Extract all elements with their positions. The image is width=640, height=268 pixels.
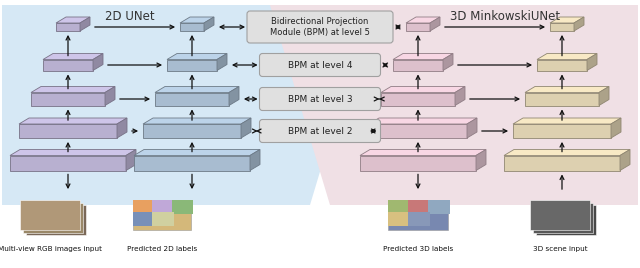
Polygon shape [229,87,239,106]
Text: Predicted 2D labels: Predicted 2D labels [127,246,197,252]
Polygon shape [513,118,621,124]
Polygon shape [56,23,80,31]
Polygon shape [10,155,126,170]
Polygon shape [369,124,467,138]
Bar [408,200,430,214]
Bar [536,205,596,235]
Polygon shape [93,54,103,70]
Polygon shape [31,92,105,106]
Polygon shape [204,17,214,31]
Text: BPM at level 4: BPM at level 4 [288,61,352,69]
Polygon shape [550,17,584,23]
Polygon shape [19,118,127,124]
Polygon shape [167,59,217,70]
Polygon shape [537,59,587,70]
Polygon shape [2,5,370,205]
Polygon shape [217,54,227,70]
Polygon shape [430,17,440,31]
Polygon shape [126,150,136,170]
Polygon shape [406,23,430,31]
Polygon shape [599,87,609,106]
FancyBboxPatch shape [259,87,381,110]
Bar [408,212,430,226]
Polygon shape [270,5,638,205]
FancyBboxPatch shape [259,120,381,143]
Bar [133,212,154,226]
Polygon shape [250,150,260,170]
Text: 2D UNet: 2D UNet [105,10,155,23]
Bar [388,212,410,226]
Text: 3D MinkowskiUNet: 3D MinkowskiUNet [450,10,560,23]
Bar [428,200,450,214]
Bar [26,205,86,235]
Polygon shape [393,59,443,70]
Polygon shape [574,17,584,31]
Text: BPM at level 3: BPM at level 3 [288,95,352,103]
Polygon shape [105,87,115,106]
FancyBboxPatch shape [247,11,393,43]
Polygon shape [134,150,260,155]
Polygon shape [360,155,476,170]
Bar [530,200,590,230]
FancyBboxPatch shape [259,54,381,76]
Bar [152,200,173,214]
Bar [388,200,410,214]
Bar [172,200,193,214]
Polygon shape [393,54,453,59]
Polygon shape [513,124,611,138]
Polygon shape [587,54,597,70]
Polygon shape [537,54,597,59]
Polygon shape [476,150,486,170]
Polygon shape [369,118,477,124]
Text: BPM at level 2: BPM at level 2 [288,126,352,136]
Polygon shape [80,17,90,31]
Polygon shape [620,150,630,170]
Polygon shape [180,23,204,31]
Bar [20,200,80,230]
Polygon shape [467,118,477,138]
Polygon shape [550,23,574,31]
Polygon shape [504,155,620,170]
Polygon shape [43,54,103,59]
Text: Multi-view RGB images input: Multi-view RGB images input [0,246,102,252]
Polygon shape [19,124,117,138]
Bar [23,203,83,233]
Polygon shape [10,150,136,155]
Polygon shape [525,87,609,92]
Polygon shape [56,17,90,23]
Text: Bidirectional Projection
Module (BPM) at level 5: Bidirectional Projection Module (BPM) at… [270,17,370,37]
Polygon shape [241,118,251,138]
Polygon shape [504,150,630,155]
Bar [133,200,191,230]
Bar [152,212,173,226]
Polygon shape [455,87,465,106]
Polygon shape [134,155,250,170]
Polygon shape [155,92,229,106]
Bar [388,200,448,230]
Polygon shape [43,59,93,70]
Bar [533,203,593,233]
Polygon shape [31,87,115,92]
Polygon shape [381,87,465,92]
Polygon shape [381,92,455,106]
Polygon shape [180,17,214,23]
Polygon shape [443,54,453,70]
Polygon shape [143,124,241,138]
Polygon shape [406,17,440,23]
Polygon shape [360,150,486,155]
Text: Predicted 3D labels: Predicted 3D labels [383,246,453,252]
Polygon shape [611,118,621,138]
Bar [133,200,154,214]
Polygon shape [155,87,239,92]
Polygon shape [143,118,251,124]
Polygon shape [525,92,599,106]
Polygon shape [117,118,127,138]
Polygon shape [167,54,227,59]
Text: 3D scene input: 3D scene input [532,246,588,252]
